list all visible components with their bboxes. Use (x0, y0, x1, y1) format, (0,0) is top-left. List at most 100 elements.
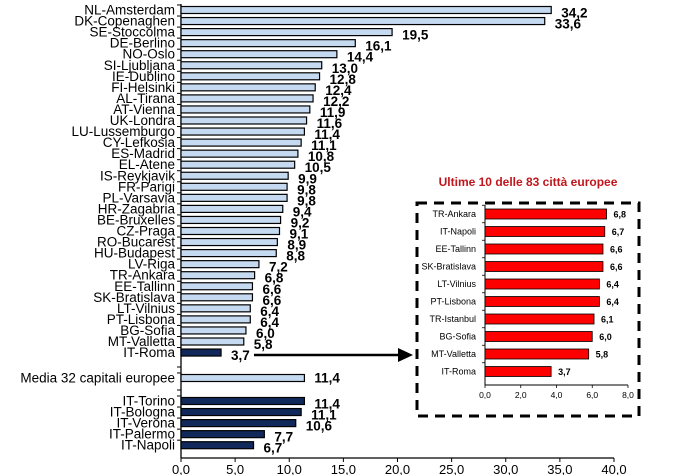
data-label: 6,0 (256, 326, 275, 341)
category-label: TR-Ankara (110, 268, 176, 283)
main-chart: NL-Amsterdam 34,2 DK-Copenaghen 33,6 SE-Stoc… (20, 3, 626, 475)
bar (180, 5, 552, 15)
x-tick-label: 30,0 (493, 462, 518, 475)
inset-category-label: TR-Ankara (432, 209, 476, 219)
data-label: 6,7 (264, 441, 283, 456)
inset-category-label: IT-Napoli (440, 227, 476, 237)
data-label: 9,8 (297, 182, 316, 197)
inset-category-label: IT-Roma (441, 367, 476, 377)
inset-bar (484, 243, 604, 255)
bar (180, 430, 265, 439)
inset-bar (484, 261, 604, 272)
data-label: 3,7 (231, 348, 250, 363)
data-label: 7,7 (274, 430, 293, 445)
bar (180, 348, 222, 357)
x-tick-label: 40,0 (601, 462, 626, 475)
data-label: 12,4 (325, 83, 352, 98)
category-label: MT-Valletta (108, 334, 176, 349)
data-label: 12,8 (330, 72, 357, 87)
category-label: IT-Torino (122, 394, 175, 409)
data-label: 6,4 (260, 315, 279, 330)
inset-x-tick-label: 4,0 (551, 390, 563, 400)
category-label: IS-Reykjavik (100, 168, 175, 183)
bar (180, 127, 306, 136)
data-label: 11,9 (320, 105, 346, 120)
bar (180, 72, 321, 81)
bar (180, 293, 254, 302)
category-label: EL-Atene (119, 157, 175, 172)
data-label: 16,1 (365, 39, 392, 54)
inset-bar (484, 348, 590, 360)
x-tick-label: 5,0 (226, 462, 244, 475)
inset-category-label: SK-Bratislava (421, 262, 476, 272)
bar (180, 249, 277, 258)
category-label: FI-Helsinki (111, 80, 175, 95)
bar (180, 326, 247, 335)
inset-category-label: BG-Sofia (439, 332, 476, 342)
bar (180, 304, 251, 313)
data-label: 9,1 (290, 227, 309, 242)
bar (180, 116, 308, 125)
inset-dashed-border (415, 201, 641, 418)
data-label: 6,6 (262, 293, 281, 308)
category-label: LV-Riga (128, 257, 176, 272)
bar (180, 407, 302, 417)
inset-category-label: TR-Istanbul (429, 314, 476, 324)
bar (180, 419, 297, 428)
x-tick-label: 20,0 (385, 462, 410, 475)
bar (180, 171, 289, 180)
bar (180, 237, 278, 247)
data-label: 6,4 (260, 304, 279, 319)
category-label: PL-Varsavia (102, 190, 175, 205)
category-label: HU-Budapest (94, 246, 175, 261)
x-tick-label: 35,0 (547, 462, 572, 475)
inset-category-label: LT-Vilnius (437, 279, 476, 289)
data-label: 11,6 (317, 116, 343, 131)
inset-data-label: 6,0 (599, 332, 612, 342)
bar (180, 204, 284, 213)
inset-panel: Ultime 10 delle 83 città europee TR-Anka… (415, 175, 641, 418)
inset-bar (484, 366, 552, 377)
data-label: 7,2 (269, 260, 288, 275)
bar (180, 260, 260, 269)
category-label: SE-Stoccolma (89, 25, 175, 40)
x-tick-label: 15,0 (331, 462, 356, 475)
category-label: IE-Dublino (112, 69, 175, 84)
bar (180, 94, 314, 103)
inset-data-label: 6,1 (601, 315, 614, 325)
category-label: PT-Lisbona (107, 312, 176, 327)
category-label: IT-Roma (123, 345, 175, 360)
data-label: 11,1 (311, 138, 337, 153)
bar (180, 271, 256, 280)
bar (180, 138, 302, 147)
x-tick-label: 0,0 (172, 462, 190, 475)
x-tick-label: 25,0 (439, 462, 464, 475)
category-label: BG-Sofia (120, 323, 175, 338)
data-label: 6,6 (262, 282, 281, 297)
data-label: 9,2 (291, 215, 310, 230)
category-label: CY-Lefkosia (103, 135, 176, 150)
category-label: DK-Copenaghen (74, 14, 175, 29)
inset-x-tick-label: 2,0 (515, 390, 527, 400)
data-label: 6,8 (265, 271, 284, 286)
inset-bar (484, 226, 606, 237)
inset-data-label: 6,4 (606, 280, 619, 290)
bar (180, 16, 546, 26)
category-label: SI-Ljubljana (104, 58, 176, 73)
bar (180, 315, 251, 324)
bar (180, 373, 306, 383)
category-label: IT-Palermo (109, 427, 175, 442)
data-label: 19,5 (402, 28, 429, 43)
category-label: RO-Bucarest (97, 235, 175, 250)
data-label: 9,9 (298, 171, 317, 186)
data-label: 14,4 (347, 50, 374, 65)
inset-data-label: 6,7 (612, 227, 625, 237)
x-tick-label: 10,0 (277, 462, 302, 475)
category-label: BE-Bruxelles (97, 212, 175, 227)
inset-bar (484, 208, 607, 220)
inset-category-label: EE-Tallinn (435, 244, 476, 254)
inset-data-label: 3,7 (558, 367, 571, 377)
inset-bar (484, 313, 595, 325)
category-label: LU-Lussemburgo (71, 124, 175, 139)
